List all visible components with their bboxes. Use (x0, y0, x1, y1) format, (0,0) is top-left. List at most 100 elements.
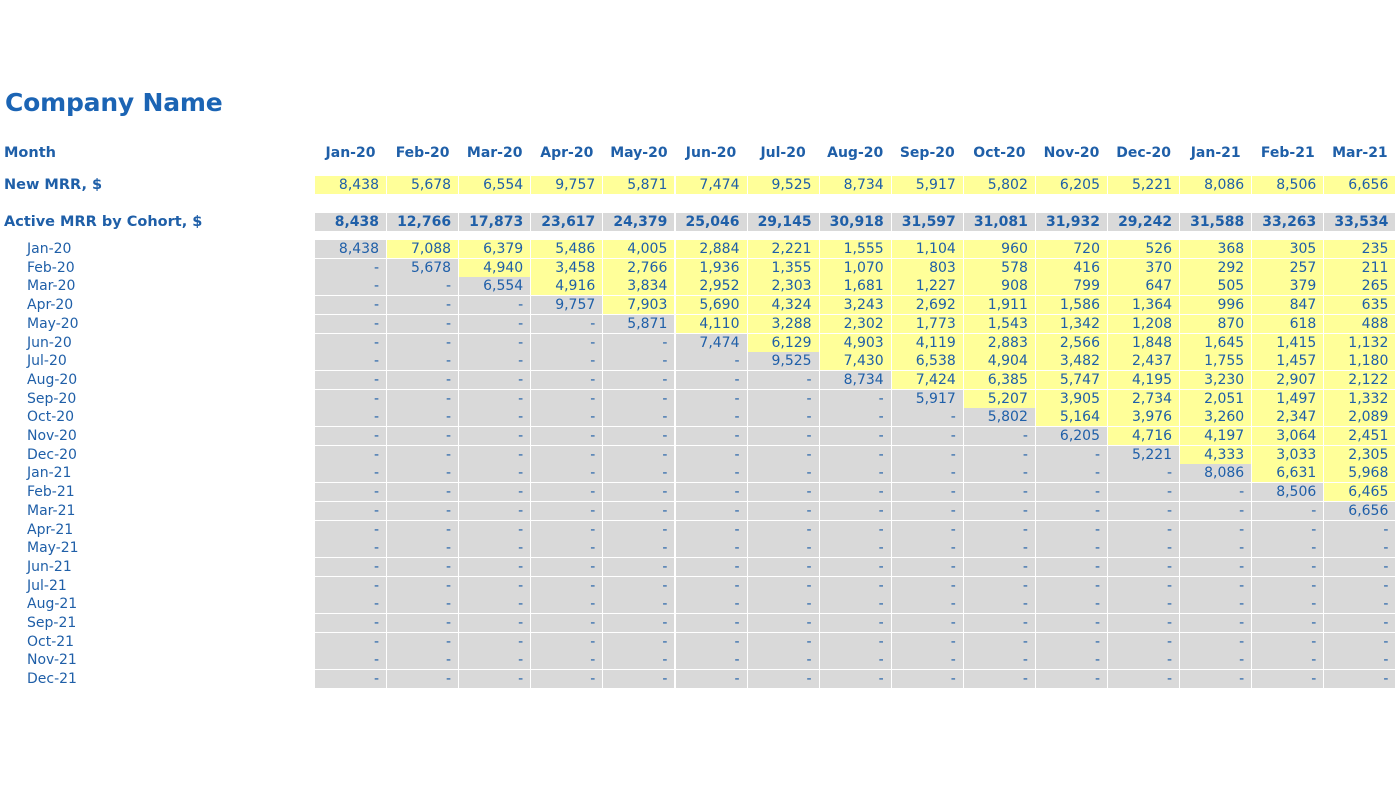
cohort-cell: 2,303 (747, 277, 819, 296)
month-header-cell: Mar-20 (466, 145, 523, 161)
cohort-cell: - (1108, 464, 1180, 483)
cohort-cell: - (459, 333, 531, 352)
cohort-cell: 368 (1180, 240, 1252, 258)
cohort-cell: 211 (1324, 258, 1396, 277)
cohort-cell: - (963, 501, 1035, 520)
cohort-cell: - (1108, 670, 1180, 689)
cohort-cell: 960 (963, 240, 1035, 258)
cohort-cell: 257 (1252, 258, 1324, 277)
cohort-cell: - (1036, 464, 1107, 483)
cohort-cell: - (747, 557, 819, 576)
cohort-row-cells: --------------- (315, 614, 1396, 632)
cohort-cell: - (675, 501, 747, 520)
cohort-row-label: Jun-21 (27, 558, 72, 575)
cohort-cell: - (891, 445, 963, 464)
cohort-cell: 720 (1036, 240, 1107, 258)
cohort-cell: - (1036, 557, 1107, 576)
cohort-cell: - (747, 464, 819, 483)
month-header-cell: Jan-20 (325, 145, 376, 161)
cohort-row: Feb-20 -5,678 4,940 3,458 2,766 1,936 1,355 1,0… (0, 258, 1396, 277)
cohort-cell: - (675, 614, 747, 632)
cohort-cell: - (387, 352, 459, 371)
cohort-cell: - (315, 408, 386, 427)
cohort-row-cells: - - - - - - - -5,917 5,207 3,905 2,734 2,051 1,497 1,… (315, 389, 1396, 408)
cohort-cell: - (747, 670, 819, 689)
cohort-row-cells: - - - - - - -8,734 7,424 6,385 5,747 4,195 3,230 2,9… (315, 370, 1396, 389)
cohort-cell: - (315, 370, 386, 389)
cohort-cell: 3,033 (1252, 445, 1324, 464)
cohort-row-label: Mar-20 (27, 278, 76, 295)
cohort-cell: - (603, 427, 675, 445)
cohort-cell: - (1180, 539, 1252, 558)
active-mrr-row: Active MRR by Cohort, $ 8,438 12,766 17,87… (0, 213, 1396, 231)
month-header-cell: Jan-21 (1190, 145, 1241, 161)
cohort-cell: - (531, 314, 603, 333)
cohort-cell: - (603, 445, 675, 464)
cohort-cell: - (675, 370, 747, 389)
cohort-row: Feb-21- - - - - - - - - - - - -8,506 6,465 (0, 483, 1396, 502)
cohort-cell: - (459, 314, 531, 333)
cohort-cell: 1,773 (891, 314, 963, 333)
cohort-cell: - (1324, 557, 1396, 576)
active-mrr-cell: 8,438 (315, 213, 386, 231)
cohort-cell: - (1180, 651, 1252, 670)
cohort-cell: - (1108, 651, 1180, 670)
cohort-row-label: Sep-20 (27, 390, 77, 407)
cohort-cell: - (1324, 520, 1396, 539)
cohort-cell: - (1252, 614, 1324, 632)
cohort-cell: - (603, 389, 675, 408)
cohort-cell: 5,221 (1108, 445, 1180, 464)
cohort-cell: - (675, 557, 747, 576)
cohort-cell: - (891, 651, 963, 670)
cohort-cell: - (747, 389, 819, 408)
cohort-row: Nov-20- - - - - - - - - -6,205 4,716 4,197 3,064 2,45… (0, 427, 1396, 445)
cohort-row: Aug-21- - - - - - - - - - - - - - - (0, 595, 1396, 614)
new-mrr-cell: 5,917 (891, 176, 963, 194)
cohort-cell: 1,364 (1108, 296, 1180, 315)
cohort-cell: - (1036, 670, 1107, 689)
cohort-cell: 4,903 (819, 333, 891, 352)
cohort-cell: - (459, 670, 531, 689)
cohort-row: Jun-21- - - - - - - - - - - - - - - (0, 557, 1396, 576)
cohort-cell: 416 (1036, 258, 1107, 277)
cohort-cell: 6,554 (459, 277, 531, 296)
cohort-row-cells: - - - - - - - - - - - - - -6,656 (315, 501, 1396, 520)
cohort-cell: 3,482 (1036, 352, 1107, 371)
cohort-cell: 7,903 (603, 296, 675, 315)
cohort-cell: - (747, 483, 819, 502)
cohort-cell: 6,385 (963, 370, 1035, 389)
cohort-cell: - (1108, 576, 1180, 595)
cohort-cell: - (315, 352, 386, 371)
cohort-cell: - (387, 277, 459, 296)
cohort-cell: - (387, 427, 459, 445)
cohort-cell: - (387, 333, 459, 352)
active-mrr-cells: 8,438 12,766 17,873 23,617 24,379 25,046 29,14… (315, 213, 1396, 231)
cohort-cell: - (1180, 501, 1252, 520)
new-mrr-label: New MRR, $ (4, 177, 103, 193)
cohort-cell: - (747, 370, 819, 389)
cohort-cell: - (675, 464, 747, 483)
cohort-cell: - (315, 595, 386, 614)
cohort-cell: - (819, 576, 891, 595)
cohort-cell: 5,164 (1036, 408, 1107, 427)
cohort-cell: 8,438 (315, 240, 386, 258)
cohort-cell: 4,119 (891, 333, 963, 352)
cohort-cell: - (963, 651, 1035, 670)
cohort-cell: - (1180, 670, 1252, 689)
cohort-cell: 8,734 (819, 370, 891, 389)
cohort-cell: - (963, 520, 1035, 539)
cohort-row: May-21- - - - - - - - - - - - - - - (0, 539, 1396, 558)
cohort-cell: 1,208 (1108, 314, 1180, 333)
cohort-cell: 996 (1180, 296, 1252, 315)
month-header-cell: Dec-20 (1116, 145, 1171, 161)
cohort-row-label: Feb-20 (27, 259, 75, 276)
cohort-cell: - (387, 501, 459, 520)
cohort-row-label: Apr-20 (27, 297, 74, 314)
cohort-cell: 1,355 (747, 258, 819, 277)
cohort-cell: - (459, 408, 531, 427)
cohort-cell: - (891, 614, 963, 632)
cohort-row: Nov-21- - - - - - - - - - - - - - - (0, 651, 1396, 670)
cohort-cell: 8,506 (1252, 483, 1324, 502)
cohort-cell: - (819, 445, 891, 464)
cohort-cell: - (1324, 614, 1396, 632)
